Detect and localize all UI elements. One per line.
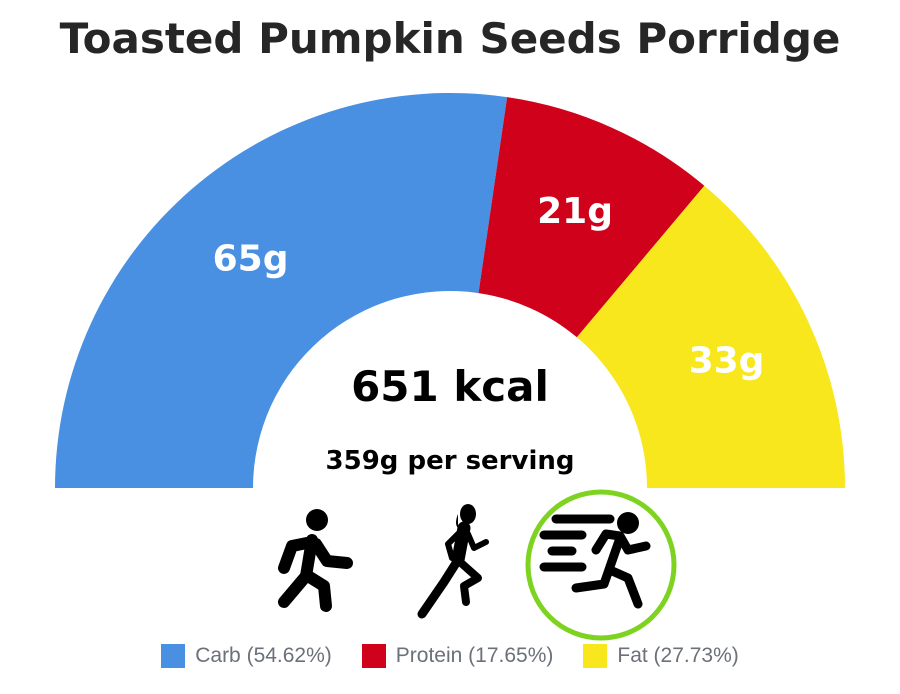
chart-legend: Carb (54.62%) Protein (17.65%) Fat (27.7… xyxy=(0,644,900,668)
walking-icon[interactable] xyxy=(272,506,362,616)
legend-swatch-carb xyxy=(161,644,186,668)
sprinting-icon[interactable] xyxy=(524,488,678,642)
data-label-carb: 65g xyxy=(213,238,289,279)
chart-title: Toasted Pumpkin Seeds Porridge xyxy=(59,14,841,63)
selected-highlight-ring xyxy=(525,489,677,641)
legend-item-carb[interactable]: Carb (54.62%) xyxy=(161,644,332,668)
calories-total: 651 kcal xyxy=(351,362,549,411)
data-label-protein: 21g xyxy=(537,191,613,232)
serving-size: 359g per serving xyxy=(325,446,575,476)
legend-item-protein[interactable]: Protein (17.65%) xyxy=(361,644,554,668)
legend-label-protein: Protein (17.65%) xyxy=(395,644,554,667)
segment-carb[interactable] xyxy=(55,93,508,489)
segment-fat[interactable] xyxy=(576,185,845,488)
segment-protein[interactable] xyxy=(478,97,705,338)
legend-swatch-protein xyxy=(361,644,386,668)
legend-label-fat: Fat (27.73%) xyxy=(617,644,739,667)
legend-label-carb: Carb (54.62%) xyxy=(195,644,332,667)
legend-swatch-fat xyxy=(583,644,608,668)
data-label-fat: 33g xyxy=(689,340,765,381)
running-icon[interactable] xyxy=(414,502,494,620)
legend-item-fat[interactable]: Fat (27.73%) xyxy=(583,644,739,668)
